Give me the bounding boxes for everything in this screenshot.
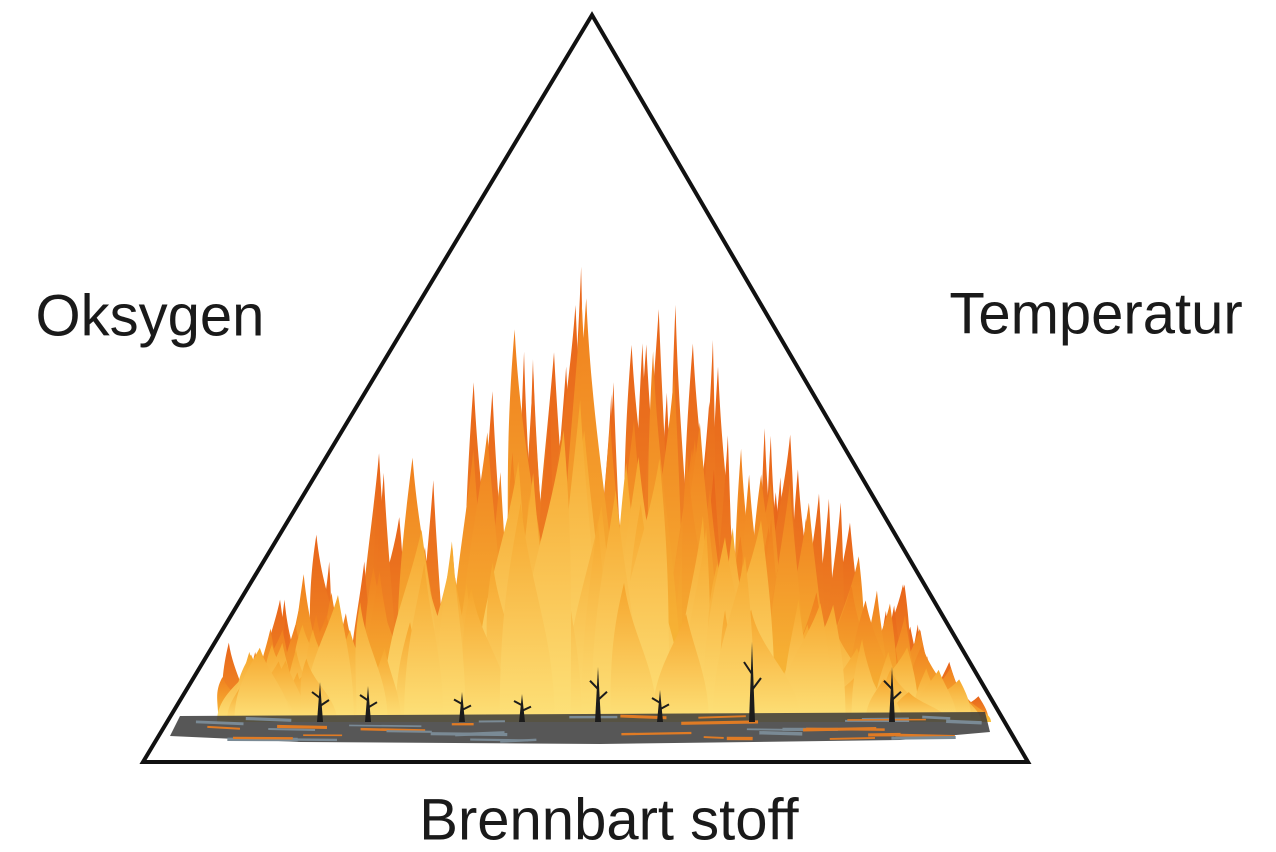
oxygen-label: Oksygen	[36, 283, 265, 348]
fire-triangle: Oksygen Temperatur Brennbart stoff	[0, 0, 1276, 852]
ground-stroke	[246, 719, 292, 721]
page: Oksygen Temperatur Brennbart stoff (() =…	[0, 0, 1276, 852]
ground-stroke	[803, 728, 876, 729]
ground-stroke	[891, 738, 955, 739]
ground-stroke	[387, 731, 432, 732]
temperature-label: Temperatur	[949, 281, 1242, 346]
ground-stroke	[922, 717, 950, 718]
fuel-label: Brennbart stoff	[419, 787, 799, 852]
ground-stroke	[621, 733, 691, 734]
ground-stroke	[759, 733, 802, 734]
ground-stroke	[431, 734, 508, 735]
ground-stroke	[946, 721, 982, 723]
ground-stroke	[704, 737, 724, 738]
ground-stroke	[277, 726, 327, 727]
ground-stroke	[830, 738, 875, 739]
ground-stroke	[268, 729, 315, 730]
fire-illustration	[170, 267, 991, 744]
ground-stroke	[196, 722, 244, 724]
ground-stroke	[681, 722, 758, 723]
ground-stroke	[349, 725, 421, 726]
ground-stroke	[470, 740, 528, 741]
